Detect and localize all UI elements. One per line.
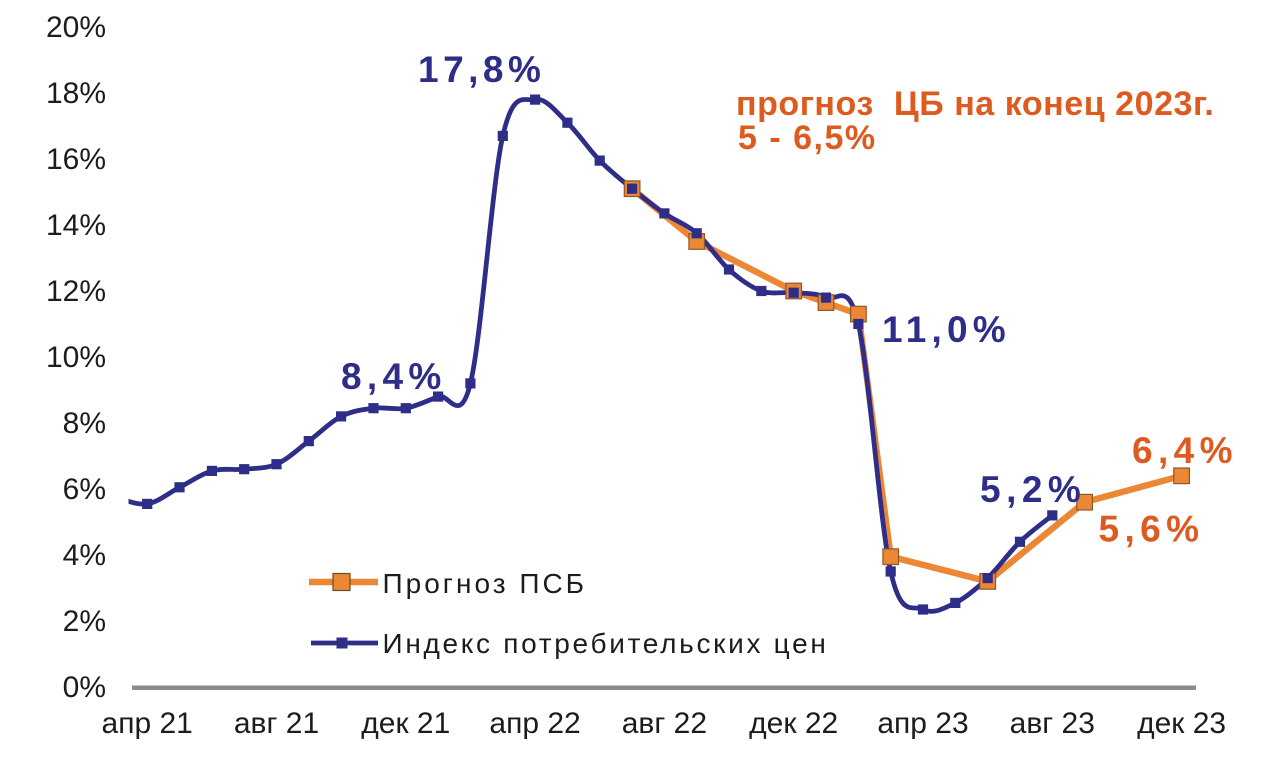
svg-text:прогноз ЦБ на конец 2023г.: прогноз ЦБ на конец 2023г. <box>736 85 1214 123</box>
svg-text:11,0%: 11,0% <box>882 309 1011 350</box>
svg-text:дек 23: дек 23 <box>1137 707 1226 740</box>
svg-text:18%: 18% <box>46 77 106 110</box>
svg-text:дек 22: дек 22 <box>749 707 838 740</box>
svg-text:10%: 10% <box>46 341 106 374</box>
svg-text:Прогноз ПСБ: Прогноз ПСБ <box>383 568 588 599</box>
svg-text:4%: 4% <box>63 539 106 572</box>
svg-text:дек 21: дек 21 <box>361 707 450 740</box>
svg-text:6,4%: 6,4% <box>1132 430 1238 471</box>
svg-text:8%: 8% <box>63 407 106 440</box>
svg-text:апр 23: апр 23 <box>877 707 968 740</box>
svg-text:14%: 14% <box>46 209 106 242</box>
svg-text:апр 22: апр 22 <box>489 707 580 740</box>
svg-text:20%: 20% <box>46 11 106 44</box>
svg-text:17,8%: 17,8% <box>418 49 545 90</box>
svg-text:Индекс потребительских цен: Индекс потребительских цен <box>383 628 829 659</box>
svg-text:авг 21: авг 21 <box>234 707 319 740</box>
svg-text:6%: 6% <box>63 473 106 506</box>
svg-text:8,4%: 8,4% <box>341 356 447 397</box>
svg-text:апр 21: апр 21 <box>102 707 193 740</box>
svg-text:авг 23: авг 23 <box>1010 707 1095 740</box>
svg-text:5,2%: 5,2% <box>980 469 1086 510</box>
svg-text:5 - 6,5%: 5 - 6,5% <box>738 119 877 157</box>
svg-text:12%: 12% <box>46 275 106 308</box>
svg-text:5,6%: 5,6% <box>1099 509 1205 550</box>
svg-text:2%: 2% <box>63 605 106 638</box>
svg-text:16%: 16% <box>46 143 106 176</box>
svg-text:0%: 0% <box>63 671 106 704</box>
svg-text:авг 22: авг 22 <box>622 707 707 740</box>
